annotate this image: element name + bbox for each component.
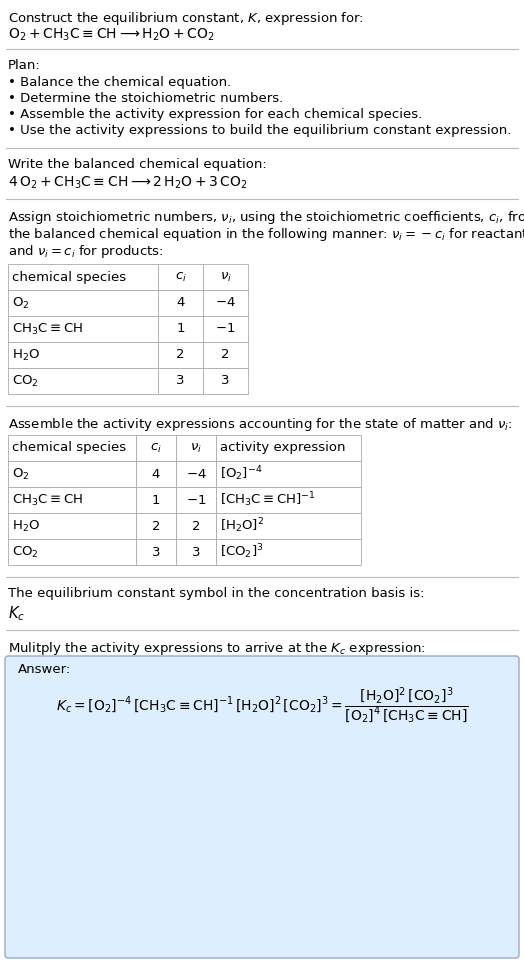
Text: Assign stoichiometric numbers, $\nu_i$, using the stoichiometric coefficients, $: Assign stoichiometric numbers, $\nu_i$, …: [8, 209, 524, 226]
Text: chemical species: chemical species: [12, 442, 126, 455]
Bar: [203, 264, 248, 290]
Text: Assemble the activity expressions accounting for the state of matter and $\nu_i$: Assemble the activity expressions accoun…: [8, 416, 512, 433]
Bar: [8, 342, 158, 368]
Text: $\mathrm{CO_2}$: $\mathrm{CO_2}$: [12, 544, 39, 560]
Text: the balanced chemical equation in the following manner: $\nu_i = -c_i$ for react: the balanced chemical equation in the fo…: [8, 226, 524, 243]
Text: • Balance the chemical equation.: • Balance the chemical equation.: [8, 76, 231, 89]
Text: $-4$: $-4$: [215, 296, 236, 310]
Bar: [158, 290, 203, 316]
Text: 3: 3: [152, 545, 160, 559]
Text: • Determine the stoichiometric numbers.: • Determine the stoichiometric numbers.: [8, 92, 283, 105]
Text: 4: 4: [176, 296, 184, 310]
Text: 3: 3: [192, 545, 200, 559]
Text: activity expression: activity expression: [220, 442, 345, 455]
Bar: [158, 368, 203, 394]
Text: $\mathrm{O_2}$: $\mathrm{O_2}$: [12, 295, 29, 311]
Text: $\mathrm{CH_3C{\equiv}CH}$: $\mathrm{CH_3C{\equiv}CH}$: [12, 492, 83, 508]
Bar: [176, 435, 216, 461]
Text: $[\mathrm{H_2O}]^2$: $[\mathrm{H_2O}]^2$: [220, 516, 264, 536]
Text: $K_c$: $K_c$: [8, 604, 25, 622]
FancyBboxPatch shape: [5, 656, 519, 958]
Text: Write the balanced chemical equation:: Write the balanced chemical equation:: [8, 158, 267, 171]
Text: $K_c = [\mathrm{O_2}]^{-4}\,[\mathrm{CH_3C{\equiv}CH}]^{-1}\,[\mathrm{H_2O}]^2\,: $K_c = [\mathrm{O_2}]^{-4}\,[\mathrm{CH_…: [56, 686, 468, 727]
Bar: [203, 342, 248, 368]
Bar: [8, 539, 136, 565]
Bar: [136, 539, 176, 565]
Bar: [136, 435, 176, 461]
Text: 4: 4: [152, 467, 160, 481]
Text: $[\mathrm{CO_2}]^3$: $[\mathrm{CO_2}]^3$: [220, 542, 264, 562]
Bar: [216, 513, 361, 539]
Text: 2: 2: [221, 348, 230, 362]
Bar: [216, 435, 361, 461]
Bar: [216, 539, 361, 565]
Bar: [158, 264, 203, 290]
Bar: [8, 513, 136, 539]
Text: $\mathrm{H_2O}$: $\mathrm{H_2O}$: [12, 347, 40, 363]
Text: $\mathrm{4\,O_2 + CH_3C{\equiv}CH \longrightarrow 2\,H_2O + 3\,CO_2}$: $\mathrm{4\,O_2 + CH_3C{\equiv}CH \longr…: [8, 175, 248, 191]
Bar: [8, 435, 136, 461]
Bar: [176, 487, 216, 513]
Bar: [136, 487, 176, 513]
Text: 2: 2: [152, 519, 160, 533]
Text: $\mathrm{O_2 + CH_3C{\equiv}CH \longrightarrow H_2O + CO_2}$: $\mathrm{O_2 + CH_3C{\equiv}CH \longrigh…: [8, 27, 215, 43]
Bar: [158, 342, 203, 368]
Text: Answer:: Answer:: [18, 663, 71, 676]
Bar: [8, 316, 158, 342]
Bar: [8, 461, 136, 487]
Text: 3: 3: [221, 374, 230, 388]
Text: $\nu_i$: $\nu_i$: [220, 270, 232, 284]
Text: $-1$: $-1$: [186, 493, 206, 507]
Text: Construct the equilibrium constant, $K$, expression for:: Construct the equilibrium constant, $K$,…: [8, 10, 364, 27]
Bar: [176, 513, 216, 539]
Bar: [8, 290, 158, 316]
Bar: [203, 316, 248, 342]
Text: $c_i$: $c_i$: [150, 441, 162, 455]
Text: 2: 2: [192, 519, 200, 533]
Bar: [203, 368, 248, 394]
Text: $-1$: $-1$: [215, 322, 236, 336]
Bar: [8, 264, 158, 290]
Bar: [216, 487, 361, 513]
Text: $\mathrm{O_2}$: $\mathrm{O_2}$: [12, 466, 29, 482]
Text: • Use the activity expressions to build the equilibrium constant expression.: • Use the activity expressions to build …: [8, 124, 511, 137]
Text: chemical species: chemical species: [12, 270, 126, 284]
Text: 1: 1: [176, 322, 185, 336]
Text: $[\mathrm{O_2}]^{-4}$: $[\mathrm{O_2}]^{-4}$: [220, 465, 263, 483]
Bar: [176, 539, 216, 565]
Text: 2: 2: [176, 348, 185, 362]
Text: $\mathrm{H_2O}$: $\mathrm{H_2O}$: [12, 518, 40, 534]
Bar: [216, 461, 361, 487]
Text: and $\nu_i = c_i$ for products:: and $\nu_i = c_i$ for products:: [8, 243, 163, 260]
Text: $-4$: $-4$: [185, 467, 206, 481]
Bar: [136, 513, 176, 539]
Text: • Assemble the activity expression for each chemical species.: • Assemble the activity expression for e…: [8, 108, 422, 121]
Text: $\mathrm{CH_3C{\equiv}CH}$: $\mathrm{CH_3C{\equiv}CH}$: [12, 321, 83, 337]
Text: 3: 3: [176, 374, 185, 388]
Text: $\mathrm{CO_2}$: $\mathrm{CO_2}$: [12, 373, 39, 389]
Bar: [8, 487, 136, 513]
Text: The equilibrium constant symbol in the concentration basis is:: The equilibrium constant symbol in the c…: [8, 587, 424, 600]
Text: Mulitply the activity expressions to arrive at the $K_c$ expression:: Mulitply the activity expressions to arr…: [8, 640, 426, 657]
Text: $[\mathrm{CH_3C{\equiv}CH}]^{-1}$: $[\mathrm{CH_3C{\equiv}CH}]^{-1}$: [220, 490, 315, 510]
Text: 1: 1: [152, 493, 160, 507]
Bar: [158, 316, 203, 342]
Bar: [203, 290, 248, 316]
Text: $c_i$: $c_i$: [174, 270, 187, 284]
Bar: [176, 461, 216, 487]
Text: $\nu_i$: $\nu_i$: [190, 441, 202, 455]
Text: Plan:: Plan:: [8, 59, 41, 72]
Bar: [8, 368, 158, 394]
Bar: [136, 461, 176, 487]
